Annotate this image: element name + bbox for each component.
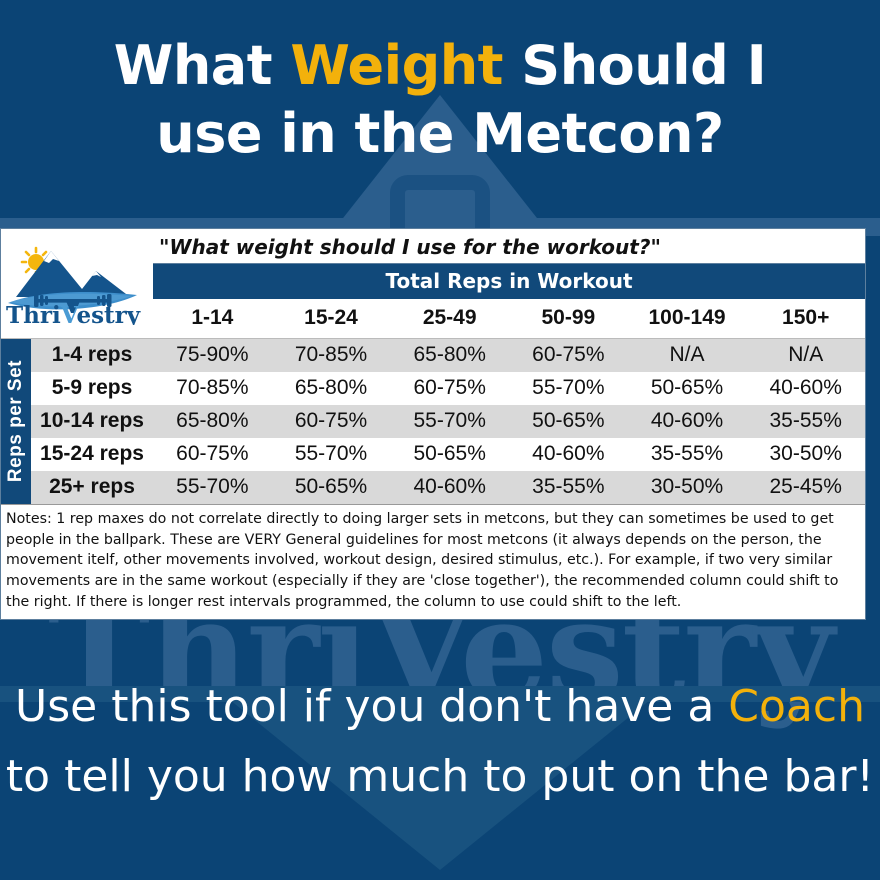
logo-brand-text: ThriVestry (6, 302, 141, 325)
table-cell: N/A (788, 343, 824, 366)
column-header-cell: 100-149 (648, 306, 726, 329)
weight-guideline-table-card: ThriVestry "What weight should I use for… (0, 228, 866, 620)
table-heading-group: "What weight should I use for the workou… (153, 229, 865, 338)
row-group-title: Reps per Set (1, 339, 31, 504)
headline-line-1: What Weight Should I (0, 32, 880, 100)
table-cell: 50-65% (650, 376, 724, 399)
bottom-band-shape (0, 686, 880, 702)
table-cell: 40-60% (650, 409, 724, 432)
table-cell: 55-70% (413, 409, 486, 432)
brand-logo: ThriVestry (1, 229, 153, 338)
table-cell: 60-75% (532, 343, 605, 366)
table-row: 15-24 reps 60-75% 55-70% 50-65% 40-60% 3… (31, 438, 865, 471)
headline-accent-weight: Weight (290, 34, 503, 97)
barbell-icon (34, 293, 112, 313)
table-cell: 40-60% (532, 442, 605, 465)
tagline-accent-coach: Coach (728, 681, 865, 732)
table-cell: 50-65% (532, 409, 605, 432)
mountain-icon (16, 250, 130, 297)
headline-line-2: use in the Metcon? (156, 102, 724, 166)
column-group-title: Total Reps in Workout (153, 263, 865, 299)
table-cell: 65-80% (413, 343, 486, 366)
row-header-cell: 5-9 reps (51, 376, 133, 399)
row-header-cell: 1-4 reps (51, 343, 133, 366)
table-row: 5-9 reps 70-85% 65-80% 60-75% 55-70% 50-… (31, 372, 865, 405)
table-cell: 40-60% (769, 376, 842, 399)
table-cell: 55-70% (294, 442, 368, 465)
table-cell: 60-75% (294, 409, 368, 432)
table-rows: 1-4 reps 75-90% 70-85% 65-80% 60-75% N/A… (31, 339, 865, 504)
table-cell: 35-55% (650, 442, 724, 465)
table-row: 10-14 reps 65-80% 60-75% 55-70% 50-65% 4… (31, 405, 865, 438)
table-cell: 70-85% (294, 343, 368, 366)
row-header-cell: 25+ reps (49, 475, 135, 498)
tagline-line1-before: Use this tool if you don't have a (15, 681, 729, 732)
row-group-title-text: Reps per Set (5, 360, 26, 483)
table-cell: 50-65% (413, 442, 486, 465)
table-cell: 65-80% (176, 409, 249, 432)
table-cell: 40-60% (413, 475, 486, 498)
table-body: Reps per Set 1-4 reps 75-90% 70-85% 65-8… (1, 338, 865, 504)
table-cell: 55-70% (176, 475, 249, 498)
table-cell: 75-90% (176, 343, 249, 366)
table-cell: 70-85% (176, 376, 249, 399)
column-header-cell: 50-99 (541, 306, 596, 329)
tagline-line-2: to tell you how much to put on the bar! (5, 751, 875, 803)
column-header-row: 1-14 15-24 25-49 50-99 100-149 150+ (153, 299, 865, 338)
table-cell: 50-65% (294, 475, 368, 498)
column-header-cell: 150+ (782, 306, 830, 329)
v-triangle-shape (230, 700, 650, 870)
footer-tagline: Use this tool if you don't have a Coach … (0, 672, 880, 813)
table-row: 25+ reps 55-70% 50-65% 40-60% 35-55% 30-… (31, 471, 865, 504)
column-header-cell: 15-24 (304, 306, 358, 329)
table-question-text: "What weight should I use for the workou… (159, 235, 661, 259)
tagline-line-1: Use this tool if you don't have a Coach (0, 672, 880, 742)
thrivestry-logo-svg: ThriVestry (6, 246, 141, 325)
table-cell: 60-75% (176, 442, 249, 465)
headline-line1-before: What (113, 34, 291, 97)
page-title: What Weight Should I use in the Metcon? (0, 32, 880, 168)
headline-line1-after: Should I (503, 34, 767, 97)
table-cell: 65-80% (294, 376, 368, 399)
table-cell: 35-55% (769, 409, 842, 432)
table-notes: Notes: 1 rep maxes do not correlate dire… (1, 504, 865, 619)
row-header-cell: 10-14 reps (40, 409, 144, 432)
table-cell: 55-70% (532, 376, 605, 399)
table-cell: 35-55% (532, 475, 605, 498)
table-cell: 30-50% (769, 442, 842, 465)
column-header-cell: 1-14 (191, 306, 234, 329)
table-cell: 25-45% (769, 475, 842, 498)
row-header-cell: 15-24 reps (40, 442, 144, 465)
table-card-header: ThriVestry "What weight should I use for… (1, 229, 865, 338)
column-header-cell: 25-49 (422, 306, 477, 329)
table-cell: 60-75% (413, 376, 486, 399)
table-row: 1-4 reps 75-90% 70-85% 65-80% 60-75% N/A… (31, 339, 865, 372)
table-cell: N/A (669, 343, 705, 366)
table-cell: 30-50% (650, 475, 724, 498)
